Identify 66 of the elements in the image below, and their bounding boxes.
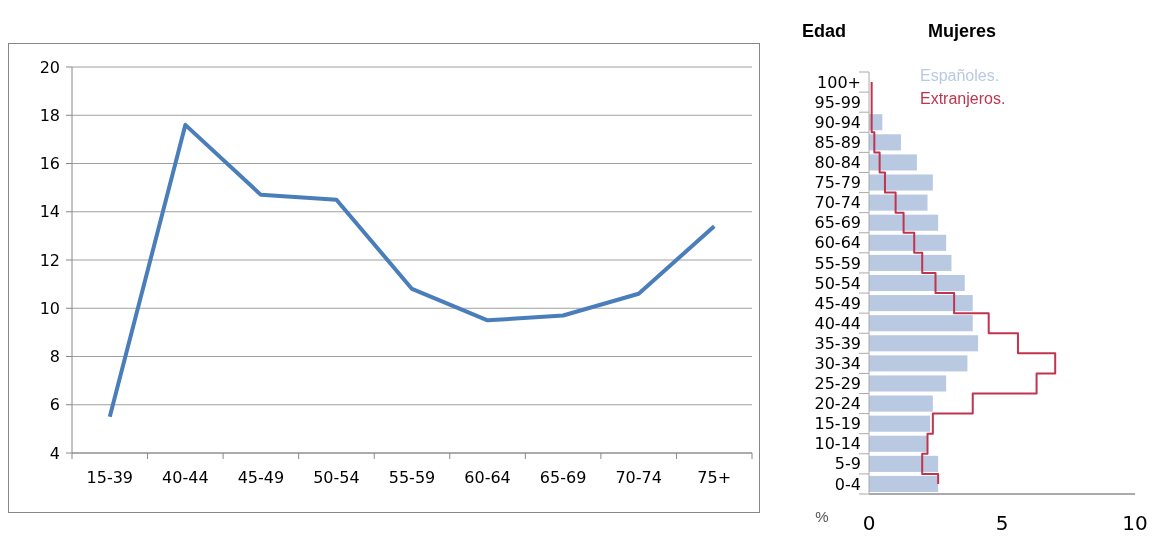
y-tick-label: 8: [49, 347, 60, 367]
x-tick-label: 15-39: [86, 468, 134, 487]
y-tick-label: 16: [39, 154, 60, 174]
y-tick-label: 15-19: [814, 414, 861, 434]
bar: [869, 194, 928, 211]
y-tick-label: 45-49: [814, 293, 861, 313]
bar: [869, 295, 973, 312]
x-tick-label: 65-69: [539, 468, 587, 487]
x-tick-label: 0: [862, 511, 876, 535]
text: Españoles.: [920, 67, 1000, 84]
y-tick-label: 25-29: [814, 374, 861, 394]
y-tick-label: 35-39: [814, 333, 861, 353]
bar: [869, 475, 939, 492]
x-tick-label: 70-74: [615, 468, 662, 487]
bar: [869, 214, 939, 231]
bar: [869, 134, 901, 151]
y-tick-label: 50-54: [814, 273, 861, 293]
y-tick-label: 14: [39, 202, 60, 222]
y-tick-label: 85-89: [814, 132, 861, 152]
chart-title: Mujeres: [928, 21, 997, 41]
y-tick-label: 95-99: [814, 92, 861, 112]
bar: [869, 435, 928, 452]
y-axis-title: Edad: [802, 21, 847, 41]
y-tick-label: 0-4: [834, 474, 861, 494]
bar: [869, 315, 973, 332]
y-tick-label: 55-59: [814, 253, 861, 273]
x-tick-label: 5: [995, 511, 1009, 535]
x-axis-title: %: [815, 508, 829, 525]
x-tick-label: 60-64: [464, 468, 511, 487]
y-tick-label: 4: [49, 443, 60, 463]
bar: [869, 274, 965, 292]
bar: [869, 154, 917, 171]
bar: [869, 415, 931, 432]
y-tick-label: 65-69: [814, 213, 861, 233]
y-tick-label: 30-34: [814, 353, 861, 373]
bar: [869, 395, 933, 412]
bar: [869, 254, 952, 271]
y-tick-label: 6: [49, 395, 60, 415]
x-tick-label: 40-44: [162, 468, 209, 487]
y-tick-label: 40-44: [814, 313, 861, 333]
y-tick-label: 100+: [817, 72, 861, 92]
x-tick-label: 55-59: [388, 468, 436, 487]
y-tick-label: 18: [39, 105, 60, 125]
y-tick-label: 5-9: [834, 454, 861, 474]
y-tick-label: 75-79: [814, 173, 861, 193]
bar: [869, 234, 947, 251]
x-tick-label: 50-54: [313, 468, 360, 487]
bar: [869, 174, 933, 191]
x-tick-label: 45-49: [237, 468, 285, 487]
bar: [869, 375, 947, 392]
bar: [869, 355, 968, 372]
y-tick-label: 20: [39, 57, 60, 77]
y-tick-label: 60-64: [814, 233, 861, 253]
x-tick-label: 75+: [697, 468, 732, 487]
y-tick-label: 10: [39, 298, 60, 318]
y-tick-label: 70-74: [814, 193, 861, 213]
y-tick-label: 12: [39, 250, 60, 270]
bar: [869, 335, 979, 352]
text: Extranjeros.: [920, 90, 1006, 107]
bar: [869, 455, 939, 472]
y-tick-label: 90-94: [814, 112, 861, 132]
y-tick-label: 10-14: [814, 434, 861, 454]
y-tick-label: 80-84: [814, 153, 861, 173]
line-series: [107, 122, 717, 419]
x-tick-label: 10: [1122, 511, 1148, 535]
y-tick-label: 20-24: [814, 394, 861, 414]
